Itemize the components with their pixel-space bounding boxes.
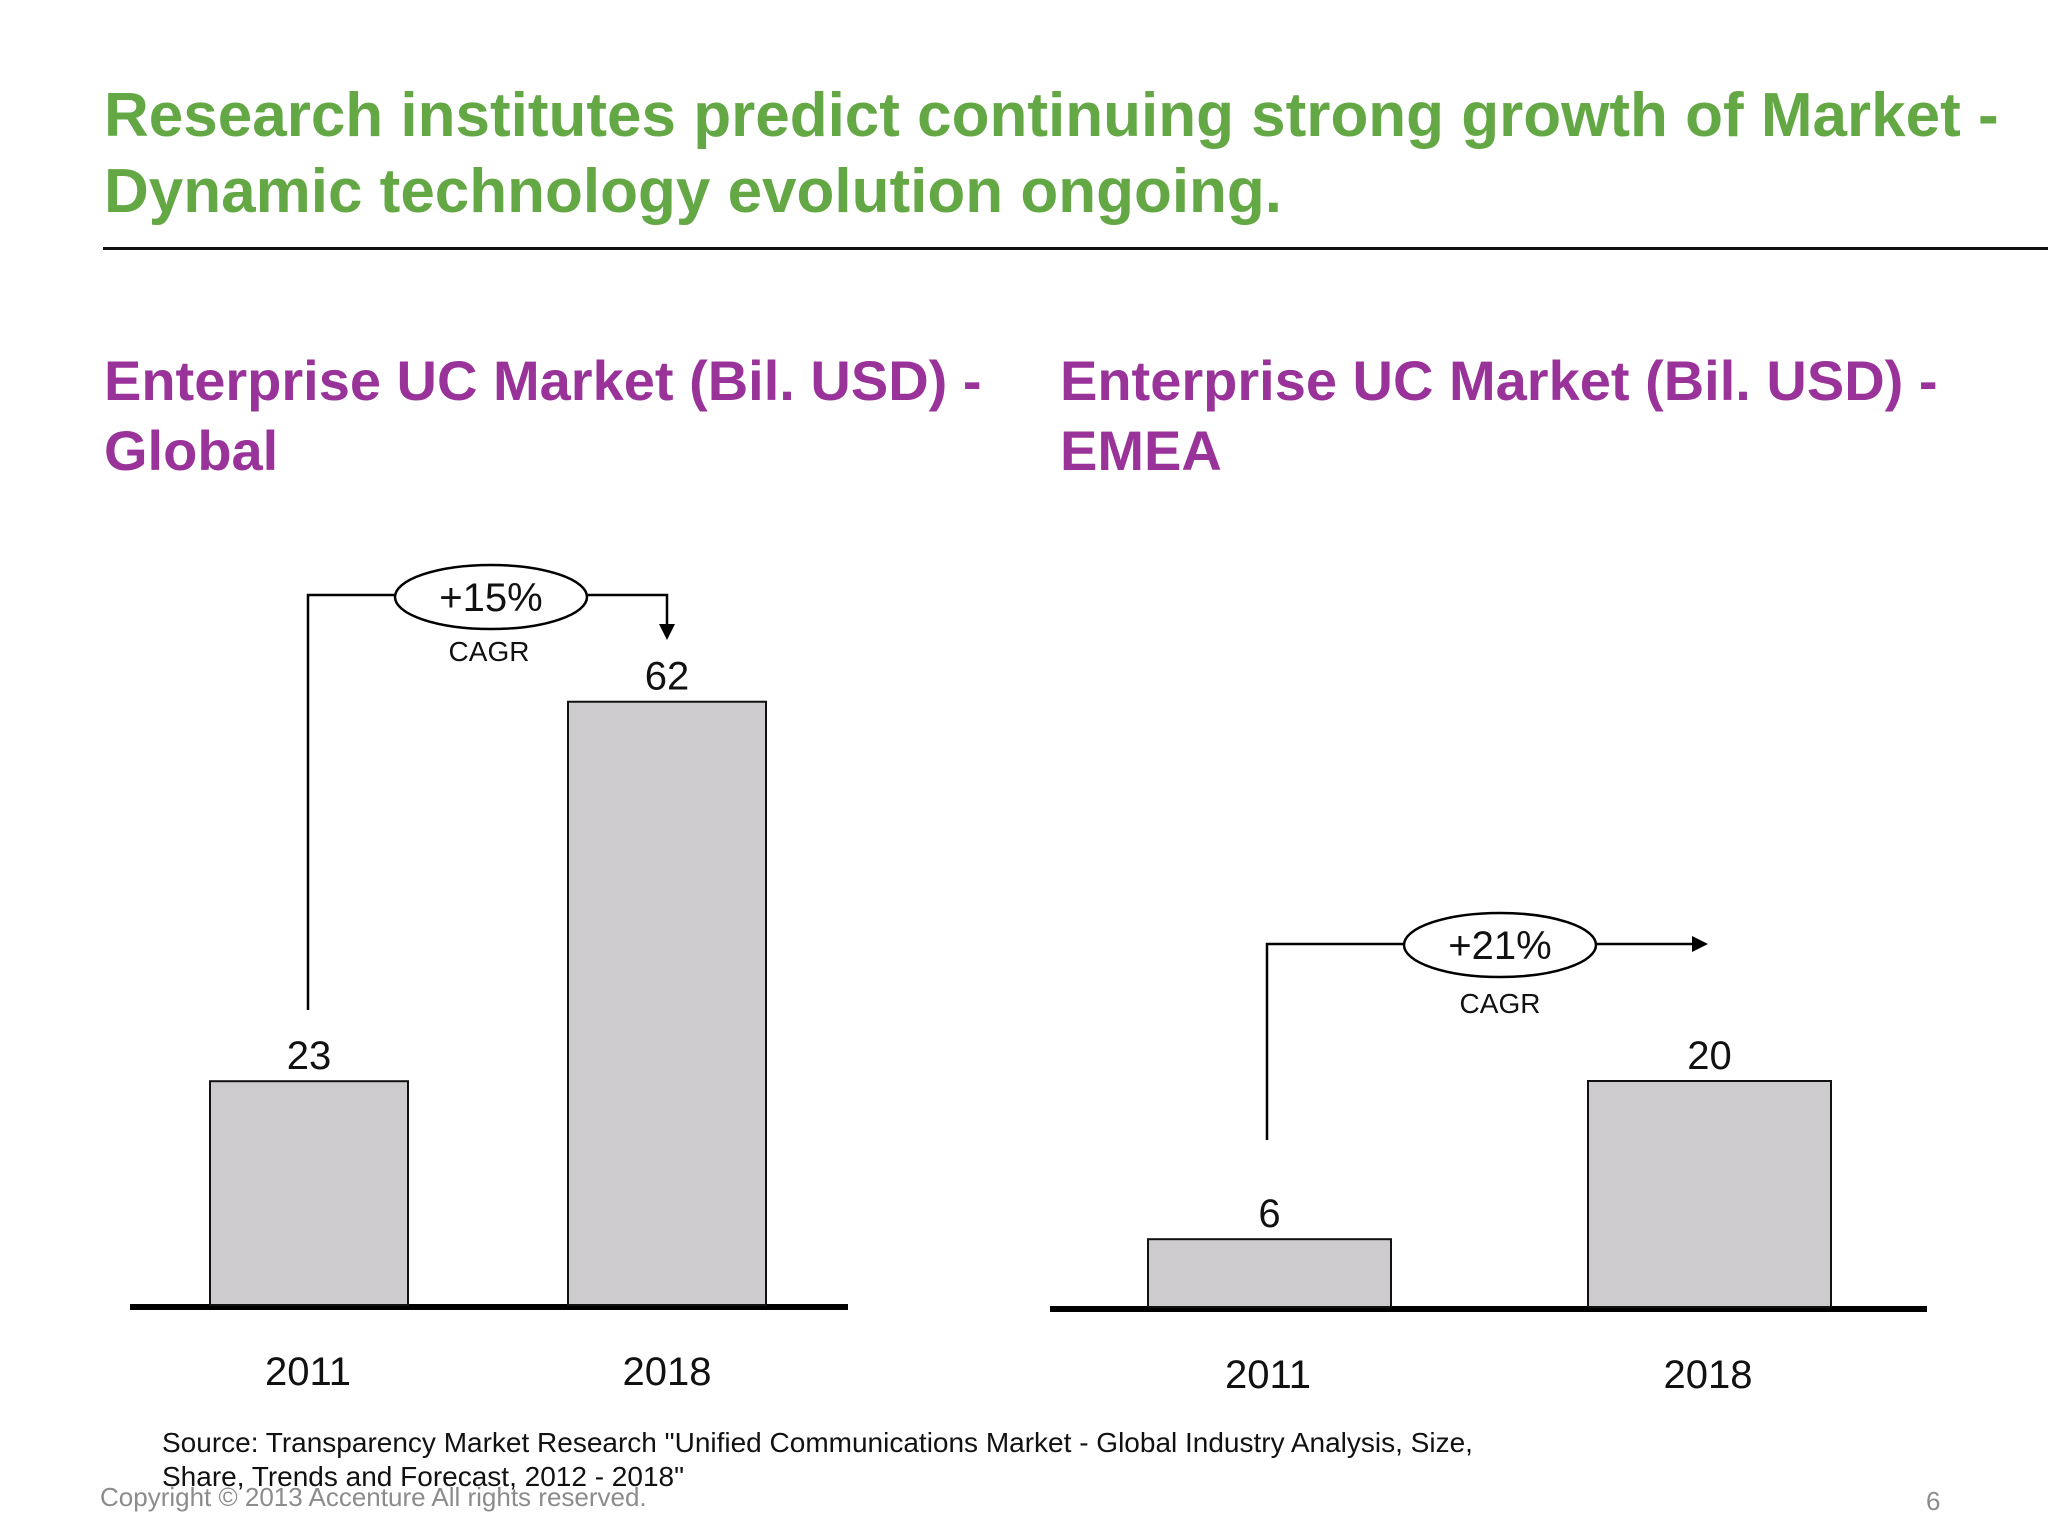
cagr-badge-emea [1402, 911, 1598, 979]
source-note: Source: Transparency Market Research "Un… [162, 1427, 1473, 1492]
data-label-global-2018: 62 [645, 655, 690, 699]
tick-label-global-2018: 2018 [623, 1350, 712, 1394]
chart-emea: 6 20 2011 2018 +21% CAGR [1050, 911, 1927, 1397]
slide-title: Research institutes predict continuing s… [104, 81, 1999, 226]
tick-label-emea-2018: 2018 [1664, 1353, 1753, 1397]
tick-label-global-2011: 2011 [265, 1350, 351, 1394]
chart-title-global: Enterprise UC Market (Bil. USD) - Global [104, 349, 982, 482]
bar-global-2011 [209, 1080, 409, 1306]
cagr-badge-global [393, 563, 589, 631]
cagr-arrowhead-global [659, 624, 675, 640]
chart-title-emea: Enterprise UC Market (Bil. USD) - EMEA [1060, 349, 1938, 482]
cagr-connector-global [306, 593, 669, 1010]
copyright: Copyright © 2013 Accenture All rights re… [100, 1482, 647, 1512]
cagr-arrowhead-emea [1692, 936, 1708, 952]
tick-label-emea-2011: 2011 [1225, 1353, 1311, 1397]
cagr-connector-emea [1265, 942, 1693, 1140]
data-label-global-2011: 23 [287, 1034, 332, 1078]
cagr-caption-emea: CAGR [1460, 988, 1541, 1019]
cagr-value-global: +15% [439, 576, 542, 620]
bar-global-2018 [567, 700, 767, 1306]
data-label-emea-2011: 6 [1258, 1192, 1280, 1236]
title-divider [103, 247, 2048, 250]
bar-emea-2011 [1147, 1238, 1392, 1308]
bar-emea-2018 [1587, 1080, 1832, 1308]
chart-global: 23 62 2011 2018 +15% CAGR [130, 563, 848, 1394]
data-label-emea-2018: 20 [1687, 1034, 1732, 1078]
cagr-caption-global: CAGR [449, 636, 530, 667]
cagr-value-emea: +21% [1448, 924, 1551, 968]
page-number: 6 [1926, 1486, 1941, 1516]
